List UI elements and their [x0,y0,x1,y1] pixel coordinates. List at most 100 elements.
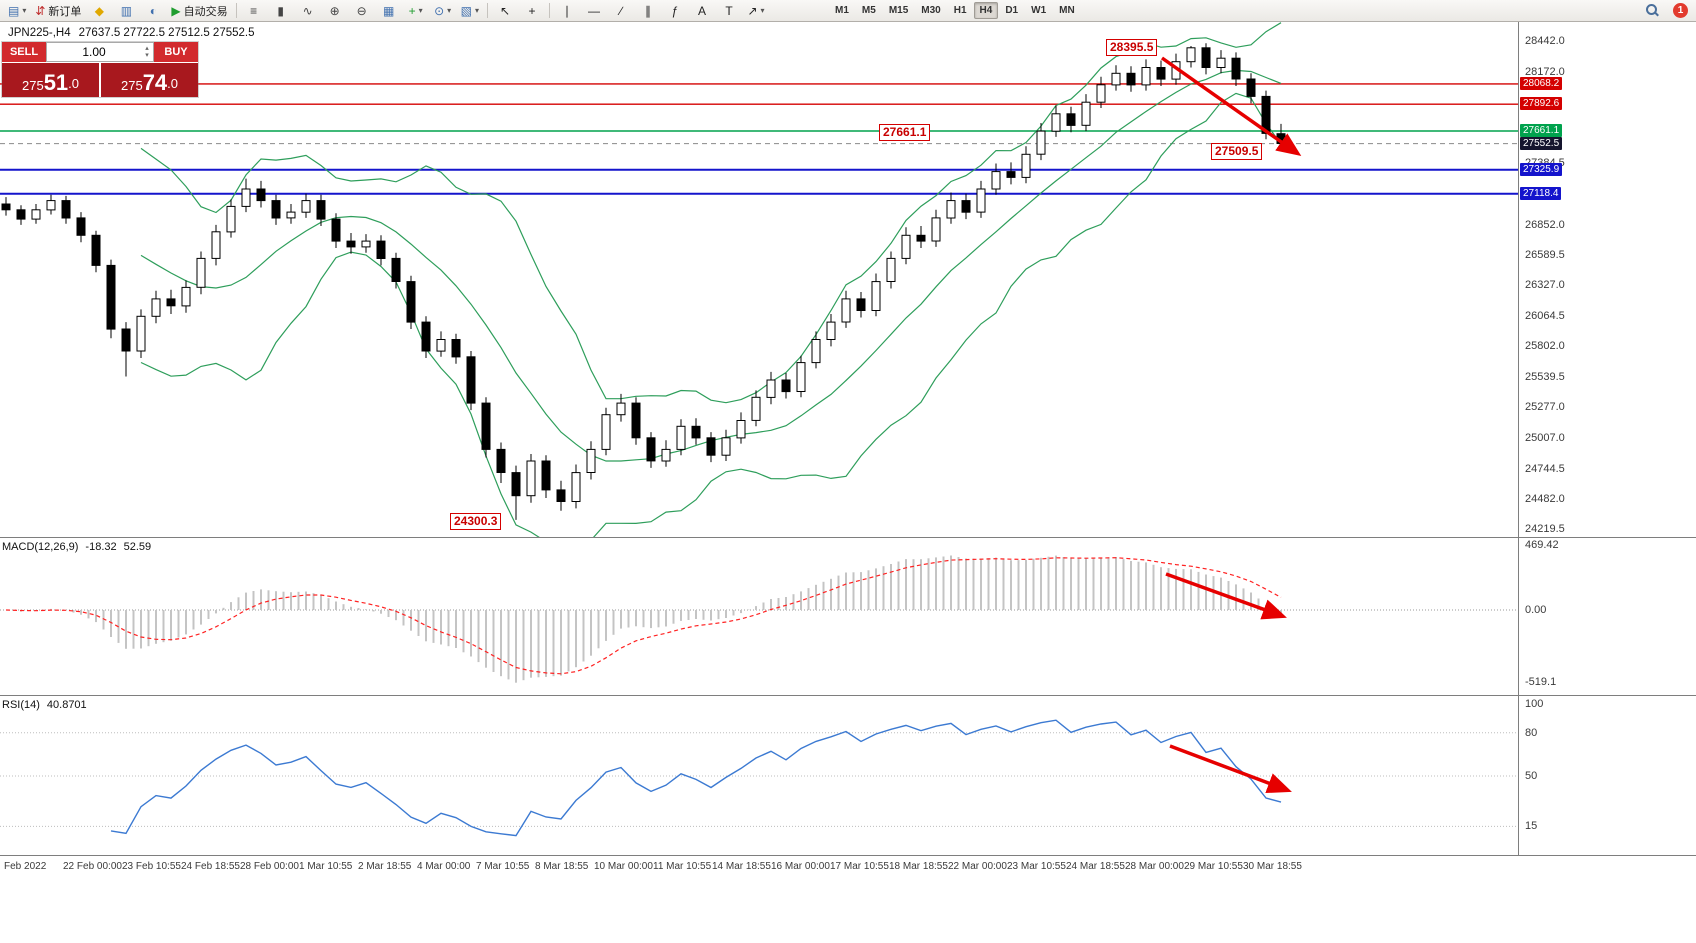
new-chart-icon-caret: ▾ [22,6,27,15]
cursor-icon[interactable]: ↖ [492,1,518,21]
templates-icon-caret: ▾ [475,6,480,15]
sell-button[interactable]: SELL [2,42,46,62]
rsi-line [110,719,1282,837]
periods-icon-glyph: ⊙ [434,3,445,18]
rsi-canvas[interactable] [0,696,1518,855]
time-label: 11 Mar 10:55 [653,861,712,872]
autotrading-button-glyph: ▶ [171,3,181,18]
buy-price[interactable]: 275 74.0 [101,63,198,97]
templates-icon[interactable]: ▧ ▾ [457,1,483,21]
zoom-in-icon[interactable]: ⊕ [322,1,348,21]
data-window-icon[interactable]: ◐ [140,1,166,21]
line-chart-icon[interactable]: ∿ [295,1,321,21]
rsi-panel[interactable]: RSI(14) 40.8701 [0,696,1518,855]
bar-chart-icon[interactable]: ≡ [241,1,267,21]
time-label: 14 Mar 18:55 [712,861,771,872]
candlestick-chart-icon[interactable]: ▮ [268,1,294,21]
rsi-axis-label: 100 [1525,698,1544,710]
bollinger-middle-band [140,69,1282,462]
timeframe-m5[interactable]: M5 [861,5,876,16]
tile-windows-icon-glyph: ▦ [382,3,395,18]
timeframe-m15[interactable]: M15 [888,5,909,16]
search-icon[interactable] [1646,4,1659,17]
timeframe-h1[interactable]: H1 [953,5,967,16]
toolbar-separator [235,3,237,18]
price-tick: 25277.0 [1525,400,1565,413]
time-label: 22 Feb 00:00 [63,861,122,872]
market-watch-icon[interactable]: ▥ [113,1,139,21]
candlestick-series [1,43,1286,520]
volume-down-icon[interactable]: ▾ [145,52,149,59]
toolbar-separator [549,3,551,18]
channel-icon[interactable]: ∥ [635,1,661,21]
vertical-line-icon[interactable]: ∣ [554,1,580,21]
horizontal-line-icon[interactable]: ― [581,1,607,21]
bollinger-lower-band [140,92,1282,537]
crosshair-icon-glyph: + [528,3,536,18]
new-order-button-glyph: ⇵ [35,3,46,18]
trendline-icon[interactable]: ∕ [608,1,634,21]
fibonacci-icon[interactable]: ƒ [662,1,688,21]
templates-icon-glyph: ▧ [460,3,472,18]
time-label: 23 Feb 10:55 [122,861,181,872]
rsi-axis-label: 80 [1525,726,1538,739]
label-icon[interactable]: T [716,1,742,21]
vertical-line-icon-glyph: ∣ [564,3,571,18]
panel-separator[interactable] [0,537,1696,538]
price-tick: 26327.0 [1525,279,1565,292]
buy-button[interactable]: BUY [154,42,198,62]
annotation-28395.5[interactable]: 28395.5 [1106,39,1158,56]
volume-stepper[interactable]: 1.00 ▴ ▾ [46,42,154,62]
time-label: Feb 2022 [4,861,47,872]
timeframe-w1[interactable]: W1 [1031,5,1047,16]
price-tick: 26852.0 [1525,218,1565,231]
timeframe-d1[interactable]: D1 [1005,5,1019,16]
new-order-button[interactable]: ⇵ 新订单 [31,1,85,21]
annotation-24300.3[interactable]: 24300.3 [450,513,502,530]
volume-up-icon[interactable]: ▴ [145,45,149,52]
zoom-out-icon[interactable]: ⊖ [349,1,375,21]
timeframe-m30[interactable]: M30 [921,5,941,16]
crosshair-icon[interactable]: + [519,1,545,21]
timeframe-mn[interactable]: MN [1059,5,1075,16]
text-icon[interactable]: A [689,1,715,21]
panel-separator[interactable] [0,695,1696,696]
indicators-icon-glyph: + [408,3,416,18]
notification-badge[interactable]: 1 [1673,3,1688,18]
timeframe-m1[interactable]: M1 [835,5,849,16]
one-click-trading-panel: SELL 1.00 ▴ ▾ BUY 275 51.0 275 74.0 [2,42,198,97]
main-chart-panel[interactable]: JPN225-,H4 27637.5 27722.5 27512.5 27552.… [0,22,1518,537]
price-tag-27118.4: 27118.4 [1520,186,1562,200]
chart-title: JPN225-,H4 27637.5 27722.5 27512.5 27552.… [8,27,255,39]
periods-icon-caret: ▾ [447,6,452,15]
volume-value[interactable]: 1.00 [82,45,106,59]
sell-price[interactable]: 275 51.0 [2,63,99,97]
macd-axis-label: 0.00 [1525,604,1547,616]
time-label: 2 Mar 18:55 [358,861,412,872]
new-chart-icon[interactable]: ▤ ▾ [4,1,30,21]
price-tick: 24744.5 [1525,462,1565,475]
main-chart-canvas[interactable] [0,22,1518,537]
tile-windows-icon[interactable]: ▦ [376,1,402,21]
price-tick: 28442.0 [1525,34,1565,47]
toolbar: ▤ ▾ ⇵ 新订单 ◆ ▥ ◐ ▶ 自动交易 ≡ ▮ ∿ ⊕ ⊖ ▦ + ▾ ⊙ ▾ ▧ ▾ ↖ + ∣ ― ∕ ∥ ƒ A T ↗ ▾ M1… [0,0,1696,22]
timeframe-h4[interactable]: H4 [973,2,999,19]
alerts-icon[interactable]: ◆ [86,1,112,21]
macd-axis-label: -519.1 [1525,675,1557,688]
annotation-27661.1[interactable]: 27661.1 [879,124,931,141]
text-icon-glyph: A [698,3,707,18]
time-label: 28 Feb 00:00 [240,861,299,872]
indicators-icon[interactable]: + ▾ [403,1,429,21]
arrows-tool-icon[interactable]: ↗ ▾ [743,1,769,21]
price-tag-27661.1: 27661.1 [1520,124,1563,137]
periods-icon[interactable]: ⊙ ▾ [430,1,456,21]
macd-canvas[interactable] [0,538,1518,695]
price-tick: 25802.0 [1525,340,1565,353]
annotation-27509.5[interactable]: 27509.5 [1211,143,1263,160]
autotrading-button[interactable]: ▶ 自动交易 [167,1,231,21]
time-label: 18 Mar 18:55 [889,861,948,872]
macd-panel[interactable]: MACD(12,26,9) -18.32 52.59 [0,538,1518,695]
time-label: 28 Mar 00:00 [1125,861,1184,872]
data-window-icon-glyph: ◐ [149,3,158,18]
